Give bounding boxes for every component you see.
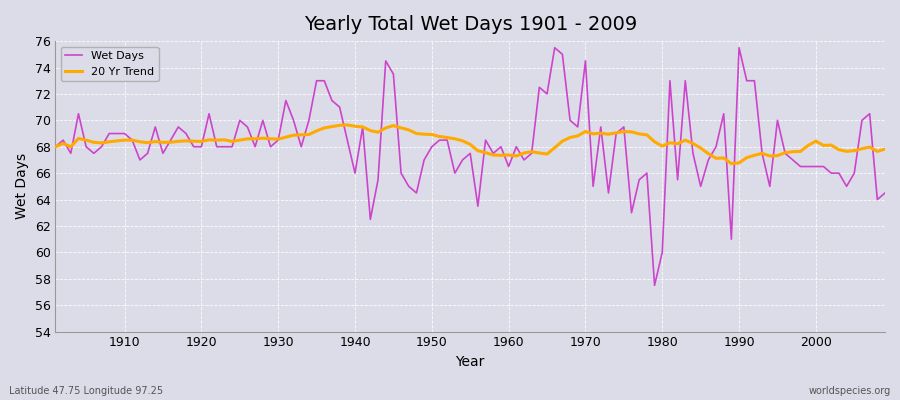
20 Yr Trend xyxy=(112,138,122,143)
Wet Days xyxy=(50,144,61,149)
Y-axis label: Wet Days: Wet Days xyxy=(15,153,29,220)
Wet Days xyxy=(281,98,292,103)
20 Yr Trend xyxy=(342,122,353,127)
Line: 20 Yr Trend: 20 Yr Trend xyxy=(56,125,885,164)
20 Yr Trend xyxy=(511,154,522,158)
Wet Days xyxy=(503,164,514,169)
20 Yr Trend xyxy=(50,144,61,149)
Title: Yearly Total Wet Days 1901 - 2009: Yearly Total Wet Days 1901 - 2009 xyxy=(303,15,637,34)
Wet Days xyxy=(549,45,560,50)
20 Yr Trend xyxy=(503,152,514,157)
X-axis label: Year: Year xyxy=(455,355,485,369)
Wet Days xyxy=(112,131,122,136)
Wet Days xyxy=(327,98,338,103)
20 Yr Trend xyxy=(726,161,737,166)
Wet Days xyxy=(879,190,890,195)
20 Yr Trend xyxy=(327,124,338,129)
Text: Latitude 47.75 Longitude 97.25: Latitude 47.75 Longitude 97.25 xyxy=(9,386,163,396)
Legend: Wet Days, 20 Yr Trend: Wet Days, 20 Yr Trend xyxy=(61,47,158,81)
20 Yr Trend xyxy=(879,147,890,152)
Wet Days xyxy=(496,144,507,149)
20 Yr Trend xyxy=(603,132,614,136)
Line: Wet Days: Wet Days xyxy=(56,48,885,285)
Wet Days xyxy=(649,283,660,288)
Text: worldspecies.org: worldspecies.org xyxy=(809,386,891,396)
Wet Days xyxy=(603,190,614,195)
20 Yr Trend xyxy=(281,135,292,140)
